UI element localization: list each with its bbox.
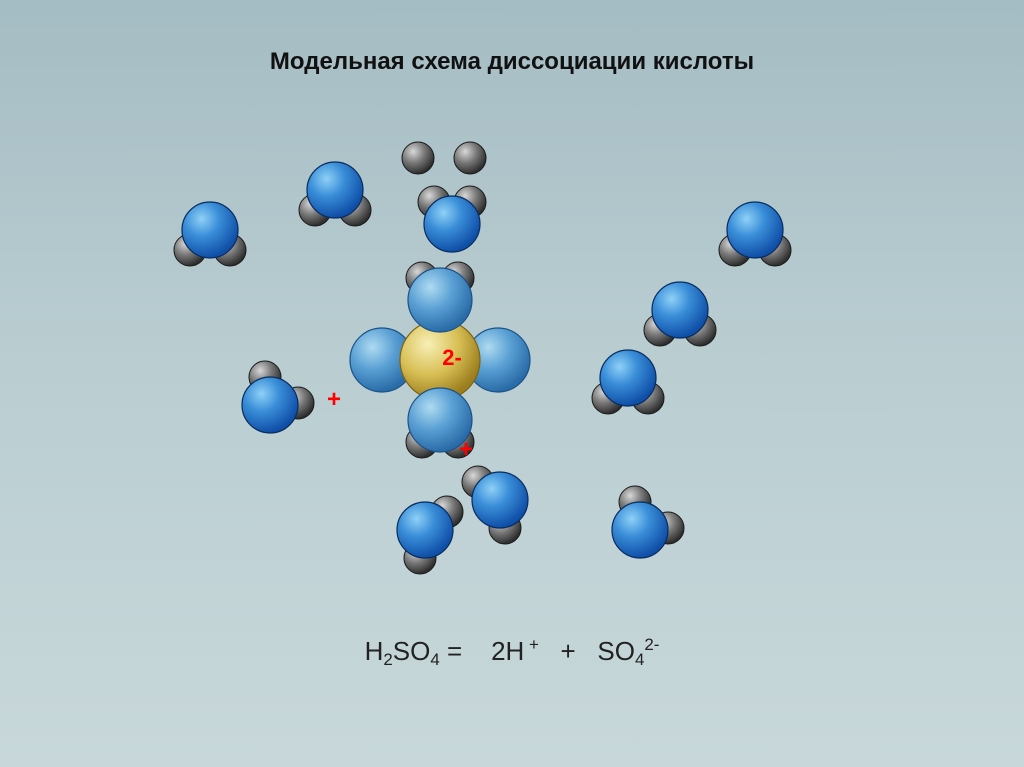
eq-so4: SO42- (597, 636, 659, 666)
oxygen-atom (397, 502, 453, 558)
oxygen-atom (242, 377, 298, 433)
charge-label: 2- (442, 345, 462, 371)
charge-label: + (459, 436, 473, 464)
oxygen-atom (652, 282, 708, 338)
oxygen-atom (182, 202, 238, 258)
oxygen-atom (600, 350, 656, 406)
oxygen-atom (612, 502, 668, 558)
oxygen-atom (307, 162, 363, 218)
oxygen-atom (424, 196, 480, 252)
oxygen-atom (472, 472, 528, 528)
equation: H2SO4 = 2H + + SO42- (0, 635, 1024, 670)
oxygen-atom (727, 202, 783, 258)
hydrogen-atom (402, 142, 434, 174)
eq-h2so4: H2SO4 = (365, 636, 470, 666)
eq-2h: 2H + (491, 636, 539, 666)
hydrogen-atom (454, 142, 486, 174)
sulfate-oxygen (408, 268, 472, 332)
charge-label: + (327, 386, 341, 414)
